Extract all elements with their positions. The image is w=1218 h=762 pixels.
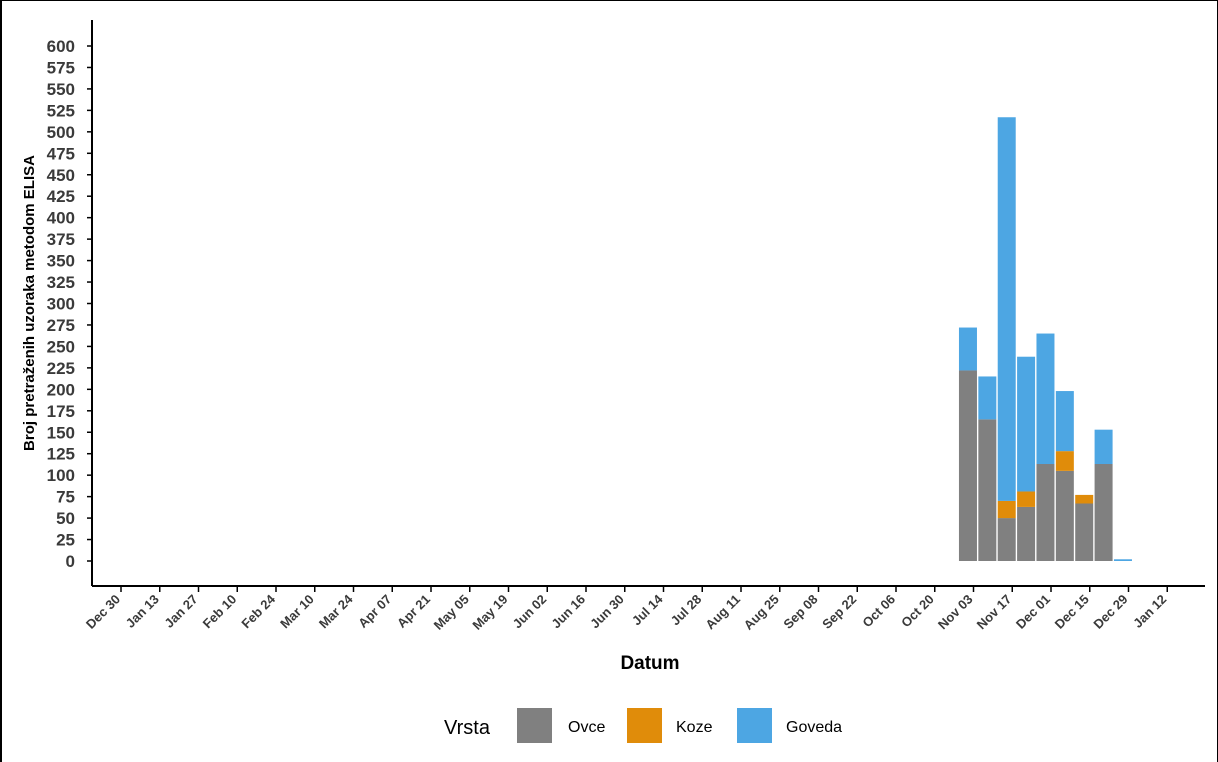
y-tick-label: 125 [47,445,75,464]
x-tick-label: Jul 28 [668,592,705,629]
bar-goveda [997,117,1016,501]
x-tick-label: May 19 [469,592,510,633]
x-tick-label: Mar 10 [277,592,317,632]
legend: Vrsta Ovce Koze Goveda [444,708,842,743]
y-tick-label: 275 [47,316,75,335]
y-tick-label: 500 [47,123,75,142]
x-tick-label: Jun 02 [510,592,550,632]
x-tick-label: Jul 14 [629,591,666,628]
x-tick-label: Jun 16 [548,592,588,632]
x-tick-label: Oct 20 [898,592,937,631]
legend-items: Ovce Koze Goveda [517,708,842,743]
y-tick-label: 0 [66,552,75,571]
y-tick-label: 600 [47,37,75,56]
bar-goveda [958,327,977,371]
y-axis-title: Broj pretraženih uzoraka metodom ELISA [21,155,38,451]
x-tick-label: Mar 24 [316,591,356,631]
y-tick-label: 75 [56,488,75,507]
x-tick-label: Aug 25 [741,592,782,633]
x-tick-label: Apr 21 [394,592,433,631]
x-tick-label: Dec 29 [1090,592,1130,632]
y-tick-label: 375 [47,230,75,249]
x-tick-label: Apr 07 [355,592,394,631]
y-tick-label: 150 [47,423,75,442]
x-tick-label: Sep 22 [819,592,859,632]
x-tick-label: Jan 27 [161,592,200,631]
x-tick-label: Feb 24 [238,591,278,631]
bars-group [958,117,1132,561]
bar-goveda [1017,356,1036,492]
y-tick-label: 250 [47,337,75,356]
bar-koze [1017,491,1036,507]
x-tick-label: Nov 03 [935,592,976,633]
bar-goveda [1036,333,1055,465]
y-tick-label: 350 [47,252,75,271]
bar-goveda [1094,429,1113,465]
y-tick-label: 425 [47,187,75,206]
bar-ovce [978,419,997,561]
y-tick-label: 575 [47,58,75,77]
x-tick-label: Feb 10 [200,592,240,632]
bar-ovce [1036,464,1055,561]
y-tick-label: 475 [47,144,75,163]
x-tick-label: Jan 12 [1130,592,1169,631]
y-tick-label: 100 [47,466,75,485]
bar-ovce [1017,506,1036,561]
y-ticks-group: 0 25 50 75 100 125 150 175 200 225 250 275 300 325 350… [47,37,92,571]
y-tick-label: 325 [47,273,75,292]
legend-swatch-goveda [737,708,772,743]
bar-goveda [978,376,997,420]
y-tick-label: 400 [47,209,75,228]
y-tick-label: 25 [56,531,75,550]
x-axis-title: Datum [620,653,679,674]
y-tick-label: 200 [47,380,75,399]
bar-ovce [1055,470,1074,561]
x-tick-label: Oct 06 [859,592,898,631]
legend-label-goveda: Goveda [786,719,842,736]
bar-goveda [1055,391,1074,452]
legend-label-ovce: Ovce [568,719,605,736]
legend-swatch-koze [627,708,662,743]
bar-ovce [1075,503,1094,561]
y-tick-label: 300 [47,295,75,314]
x-ticks-group: Dec 30 Jan 13 Jan 27 Feb 10 Feb 24 Mar 10 Mar … [83,586,1169,633]
y-tick-label: 50 [56,509,75,528]
bar-ovce [997,518,1016,561]
x-tick-label: Sep 08 [780,592,820,632]
bar-koze [997,500,1016,519]
y-tick-label: 550 [47,80,75,99]
x-tick-label: Aug 11 [702,592,743,633]
legend-swatch-ovce [517,708,552,743]
x-tick-label: Jun 30 [587,592,627,632]
bar-ovce [1094,464,1113,561]
legend-label-koze: Koze [676,719,713,736]
x-tick-label: May 05 [431,592,472,633]
x-tick-label: Nov 17 [974,592,1015,633]
x-tick-label: Jan 13 [123,592,162,631]
x-tick-label: Dec 15 [1052,592,1092,632]
bar-koze [1075,494,1094,504]
x-tick-label: Dec 01 [1013,592,1053,632]
y-tick-label: 225 [47,359,75,378]
bar-koze [1055,451,1074,471]
x-tick-label: Dec 30 [83,592,123,632]
bar-goveda [1113,559,1132,561]
y-tick-label: 450 [47,166,75,185]
bar-ovce [958,370,977,561]
y-tick-label: 175 [47,402,75,421]
y-tick-label: 525 [47,101,75,120]
legend-title: Vrsta [444,717,491,739]
